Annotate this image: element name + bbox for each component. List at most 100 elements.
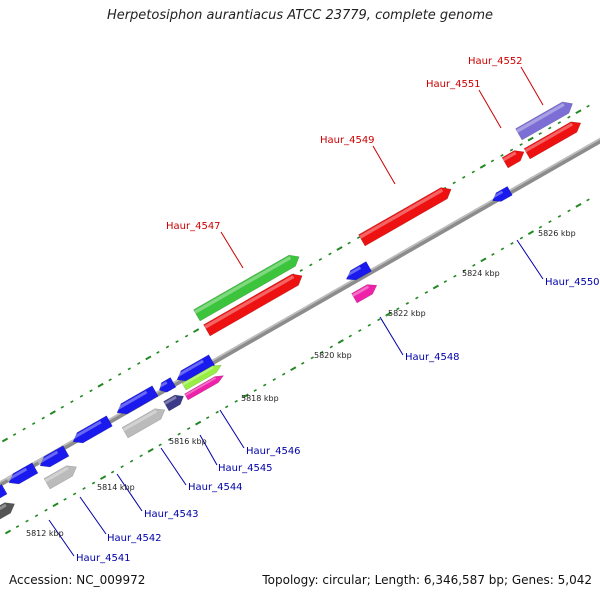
tick-mark xyxy=(117,372,122,376)
tick-mark xyxy=(145,355,152,361)
tick-mark xyxy=(22,427,26,431)
tick-mark xyxy=(586,198,590,202)
tick-mark xyxy=(12,433,17,436)
tick-mark xyxy=(25,519,29,523)
tick-mark xyxy=(41,416,45,420)
leader-line xyxy=(48,519,75,557)
tick-mark xyxy=(424,291,429,294)
tick-mark xyxy=(396,307,400,311)
gene-haur-4542-blue-highlight xyxy=(37,450,59,465)
gene-haur-4541-grey-highlight xyxy=(0,503,7,511)
tick-mark xyxy=(347,241,351,245)
gene-haur-4543-blue-highlight xyxy=(70,420,102,441)
gene-label-reverse: Haur_4548 xyxy=(405,352,460,363)
tick-mark xyxy=(318,257,323,261)
kbp-label: 5826 kbp xyxy=(538,229,576,238)
gene-haur-4547-green xyxy=(193,254,300,322)
tick-mark xyxy=(272,378,276,382)
tick-mark xyxy=(193,328,200,333)
tick-mark xyxy=(557,121,562,125)
gene-label-reverse: Haur_4543 xyxy=(144,509,199,520)
tick-mark xyxy=(500,154,504,157)
gene-haur-4541-blue xyxy=(8,462,39,485)
tick-mark xyxy=(91,481,96,485)
leader-line xyxy=(520,66,544,106)
gene-haur-4549-highlight xyxy=(359,188,444,239)
tick-mark xyxy=(205,416,210,420)
tick-mark xyxy=(538,132,542,136)
gene-haur-4548-highlight xyxy=(352,285,370,297)
tick-mark xyxy=(575,109,582,115)
gene-label-forward: Haur_4552 xyxy=(468,56,523,67)
map-title: Herpetosiphon aurantiacus ATCC 23779, co… xyxy=(106,8,494,23)
kbp-label: 5822 kbp xyxy=(388,309,426,318)
gene-haur-4550 xyxy=(492,186,513,202)
topology-text: Topology: circular; Length: 6,346,587 bp… xyxy=(262,573,592,587)
tick-mark xyxy=(70,400,74,404)
gene-label-reverse: Haur_4545 xyxy=(218,463,273,474)
tick-mark xyxy=(108,378,112,382)
leader-line xyxy=(79,496,107,535)
tick-mark xyxy=(491,252,495,256)
tick-mark xyxy=(367,323,372,327)
leader-line xyxy=(219,409,245,449)
tick-mark xyxy=(471,170,476,174)
tick-mark xyxy=(234,399,238,403)
gene-haur-4541-grey xyxy=(0,502,15,520)
kbp-label: 5818 kbp xyxy=(241,394,279,403)
gene-label-forward: Haur_4551 xyxy=(426,79,481,90)
tick-mark xyxy=(127,367,131,371)
tick-mark xyxy=(452,181,456,185)
kbp-labels: 5812 kbp 5814 kbp 5816 kbp 5818 kbp 5820 kbp… xyxy=(26,229,576,538)
tick-mark xyxy=(129,459,134,463)
gene-haur-4547-highlight xyxy=(204,275,295,329)
tick-mark xyxy=(1,437,9,443)
tick-mark xyxy=(329,345,333,349)
tick-mark xyxy=(242,393,249,399)
leader-line xyxy=(220,231,244,269)
gene-haur-4552-red xyxy=(523,121,582,160)
tick-mark xyxy=(415,296,419,300)
tick-mark xyxy=(147,447,154,453)
gene-haur-4543-blue xyxy=(72,415,113,444)
tick-mark xyxy=(186,427,191,431)
tick-mark xyxy=(215,410,219,414)
gene-label-forward: Haur_4547 xyxy=(166,221,221,232)
tick-mark xyxy=(356,236,361,239)
tick-mark xyxy=(195,420,202,426)
tick-mark xyxy=(290,366,297,372)
tick-marks xyxy=(1,104,590,535)
tick-mark xyxy=(224,405,229,409)
tick-mark xyxy=(453,274,457,278)
leader-line xyxy=(160,447,187,486)
gene-haur-4542 xyxy=(43,465,77,490)
tick-mark xyxy=(586,104,590,108)
gene-haur-4545-blue-highlight xyxy=(157,381,168,389)
tick-mark xyxy=(385,311,392,317)
tick-mark xyxy=(34,514,39,518)
tick-mark xyxy=(443,280,448,284)
tick-mark xyxy=(299,268,303,272)
tick-mark xyxy=(139,454,143,458)
gene-haur-4544-highlight xyxy=(122,409,158,432)
tick-mark xyxy=(538,225,543,229)
tick-mark xyxy=(120,465,124,469)
genes xyxy=(0,101,582,520)
gene-haur-4544-blue-highlight xyxy=(114,390,148,412)
leader-line xyxy=(199,434,218,466)
gene-label-reverse: Haur_4541 xyxy=(76,553,131,564)
kbp-label: 5820 kbp xyxy=(314,351,352,360)
tick-mark xyxy=(548,220,552,224)
tick-mark xyxy=(89,389,93,393)
tick-mark xyxy=(175,340,179,343)
gene-haur-4546-highlight xyxy=(184,377,217,397)
tick-mark xyxy=(184,334,189,338)
tick-mark xyxy=(177,432,181,436)
gene-haur-4541 xyxy=(0,484,8,499)
tick-mark xyxy=(519,236,524,240)
tick-mark xyxy=(99,475,107,480)
gene-haur-4552-highlight xyxy=(516,103,565,133)
gene-haur-4551 xyxy=(501,150,525,169)
tick-mark xyxy=(348,334,352,338)
